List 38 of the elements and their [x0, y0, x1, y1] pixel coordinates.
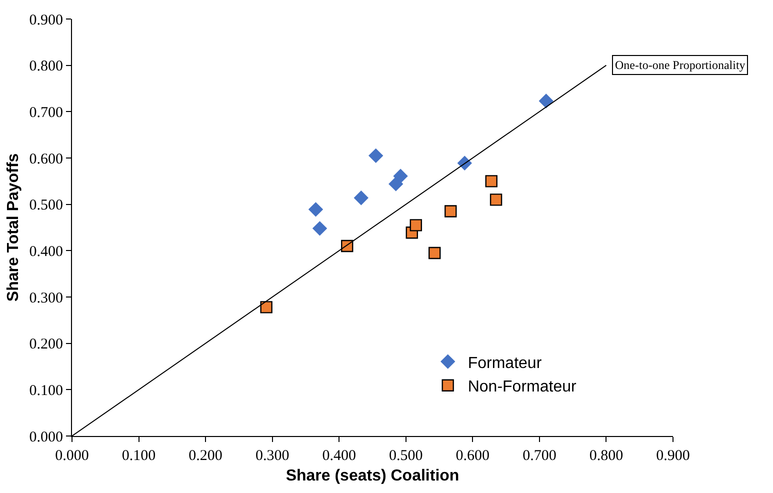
y-tick-label: 0.300 — [29, 290, 63, 306]
x-tick-label: 0.000 — [55, 448, 89, 464]
y-axis-title: Share Total Payoffs — [5, 153, 22, 302]
point — [388, 176, 403, 192]
point — [354, 190, 368, 205]
y-tick-label: 0.200 — [29, 336, 63, 353]
legend-label: Non-Formateur — [468, 378, 577, 396]
x-tick-label: 0.800 — [589, 448, 624, 464]
point — [308, 202, 323, 217]
point — [485, 175, 498, 188]
y-tick-label: 0.900 — [29, 12, 63, 28]
y-tick-label: 0.000 — [29, 429, 63, 446]
y-tick-label: 0.500 — [29, 198, 63, 214]
y-tick-label: 0.100 — [29, 382, 63, 399]
x-tick-label: 0.700 — [522, 448, 556, 464]
point — [368, 148, 383, 163]
point — [539, 94, 554, 108]
point — [410, 219, 422, 232]
x-axis-title: Share (seats) Coalition — [286, 468, 460, 485]
x-tick-label: 0.600 — [456, 448, 490, 464]
point — [260, 301, 272, 314]
x-tick-label: 0.200 — [188, 448, 222, 464]
y-tick-label: 0.800 — [29, 58, 63, 75]
x-tick-label: 0.500 — [389, 448, 423, 464]
legend-label: Formateur — [468, 354, 542, 372]
point — [312, 221, 327, 236]
point — [490, 194, 502, 206]
point — [444, 205, 457, 218]
x-tick-label: 0.400 — [322, 448, 356, 464]
x-tick-label: 0.300 — [255, 448, 290, 464]
y-tick-label: 0.600 — [29, 151, 63, 168]
annotation: One-to-one Proportionality — [615, 58, 746, 72]
x-tick-label: 0.100 — [122, 448, 156, 464]
point — [428, 246, 441, 260]
y-tick-label: 0.700 — [29, 104, 63, 121]
y-tick-label: 0.400 — [29, 244, 63, 260]
point — [393, 168, 408, 184]
x-tick-label: 0.900 — [656, 448, 690, 464]
